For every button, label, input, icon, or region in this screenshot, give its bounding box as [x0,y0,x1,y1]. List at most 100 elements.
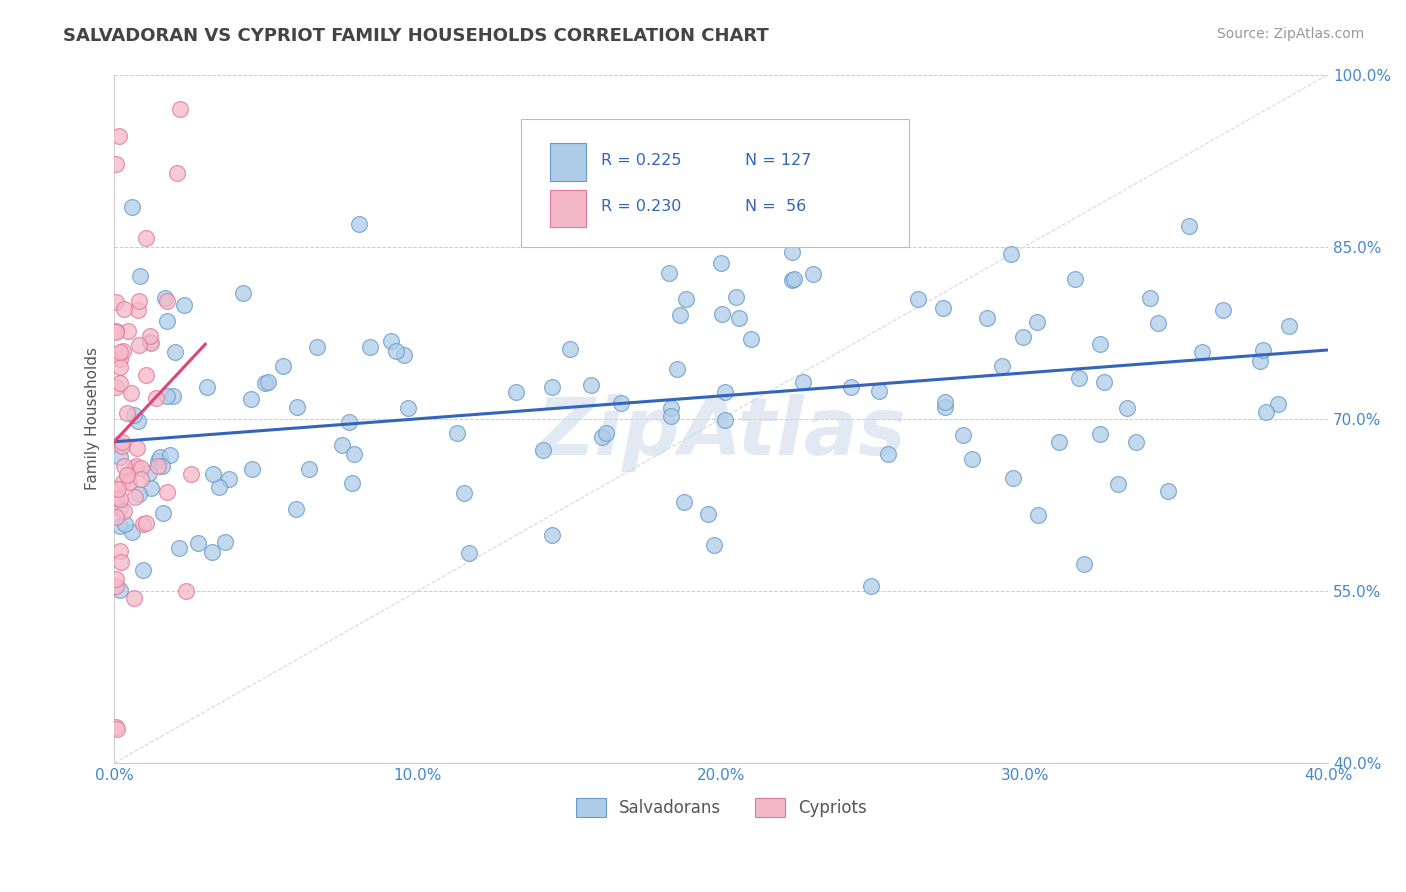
Point [1073,557,1095,571]
Point [724,290,747,304]
Text: N = 127: N = 127 [745,153,811,168]
Point [122,591,145,605]
Point [108,351,131,366]
Point [595,425,617,440]
Point [285,501,308,516]
Point [728,311,751,326]
Point [112,475,135,489]
Point [110,582,132,597]
Point [952,428,974,442]
Point [659,409,682,423]
Point [166,165,188,179]
Point [129,472,152,486]
Point [145,391,167,405]
Point [673,495,696,509]
Point [127,302,149,317]
Point [112,458,135,473]
Point [138,334,160,349]
Point [740,332,762,346]
Point [121,200,143,214]
Point [1047,435,1070,450]
Point [396,401,419,415]
Point [710,256,733,270]
Point [347,217,370,231]
Point [1139,291,1161,305]
Point [208,479,231,493]
Point [105,722,128,736]
Point [541,527,564,541]
Point [711,307,734,321]
Point [1067,370,1090,384]
Point [932,301,955,316]
Point [114,516,136,531]
Point [801,267,824,281]
Point [129,268,152,283]
Point [960,451,983,466]
Point [162,389,184,403]
Point [1064,272,1087,286]
Point [122,408,145,422]
Point [384,344,406,359]
Point [150,458,173,473]
Point [1125,434,1147,449]
Point [146,454,169,468]
Point [111,434,134,449]
Point [342,475,364,490]
Point [167,541,190,556]
Point [1116,401,1139,415]
Point [122,460,145,475]
Text: R = 0.225: R = 0.225 [600,153,682,168]
Point [127,414,149,428]
Point [146,459,169,474]
Point [558,343,581,357]
Point [907,292,929,306]
Point [110,450,132,464]
Point [1026,508,1049,523]
Point [104,295,127,310]
Point [1278,319,1301,334]
Point [1251,343,1274,358]
Point [124,490,146,504]
Point [666,361,689,376]
Point [104,324,127,338]
Point [859,579,882,593]
Point [163,344,186,359]
Text: Source: ZipAtlas.com: Source: ZipAtlas.com [1216,27,1364,41]
Y-axis label: Family Households: Family Households [86,347,100,491]
Point [610,396,633,410]
Point [104,572,127,586]
Point [112,504,135,518]
Point [149,450,172,464]
Point [156,485,179,500]
Point [105,325,128,339]
Point [1177,219,1199,233]
Point [135,368,157,383]
Point [1026,315,1049,329]
Point [703,538,725,552]
Point [1212,302,1234,317]
Point [135,516,157,530]
Point [714,412,737,426]
Point [131,461,153,475]
Point [1001,471,1024,485]
Point [201,545,224,559]
Point [579,378,602,392]
Point [298,462,321,476]
Point [214,535,236,549]
Point [232,286,254,301]
Point [343,447,366,461]
Point [458,546,481,560]
Point [868,384,890,399]
Point [782,272,804,286]
FancyBboxPatch shape [520,120,910,247]
Point [1107,477,1129,491]
Point [110,544,132,558]
Point [104,720,127,734]
Point [155,291,177,305]
Point [256,375,278,389]
Point [111,439,134,453]
Point [159,448,181,462]
Point [118,475,141,489]
Point [187,536,209,550]
Point [453,485,475,500]
